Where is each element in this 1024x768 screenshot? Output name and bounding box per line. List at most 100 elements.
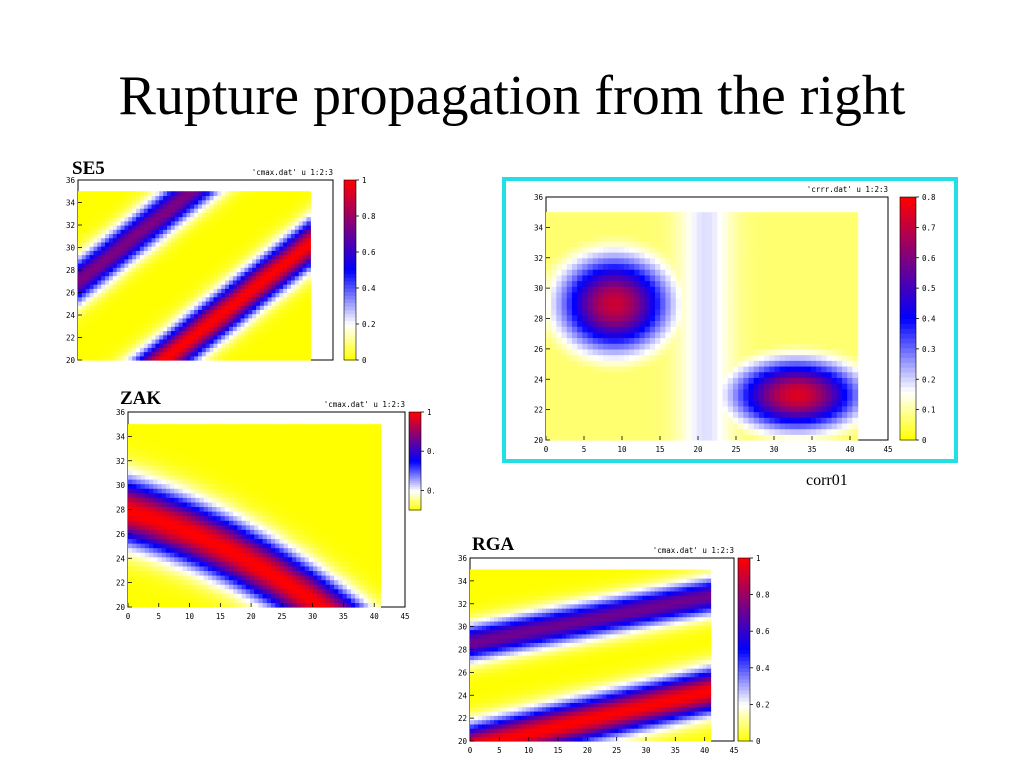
se5-cell: [163, 292, 168, 298]
zak-colorbar-seg: [409, 457, 421, 460]
se5-cell: [182, 271, 188, 277]
se5-cell: [229, 334, 234, 340]
zak-cell: [212, 524, 217, 530]
se5-cell: [108, 347, 114, 353]
se5-colorbar-seg: [344, 262, 356, 267]
zak-cell: [245, 593, 251, 599]
zak-cell: [325, 524, 331, 530]
se5-cell: [132, 212, 137, 218]
zak-cell: [346, 506, 352, 512]
zak-cell: [170, 552, 175, 558]
zak-cell: [325, 474, 331, 480]
zak-cell: [199, 428, 205, 434]
se5-cell: [267, 199, 273, 205]
zak-colorbar-seg: [409, 508, 421, 511]
zak-colorbar-seg: [409, 449, 421, 452]
se5-cell: [97, 317, 102, 323]
se5-cell: [159, 338, 164, 344]
se5-cell: [271, 199, 277, 205]
se5-cell: [124, 292, 129, 298]
se5-cell: [248, 279, 253, 285]
zak-cell: [258, 561, 264, 567]
se5-cell: [232, 216, 238, 222]
zak-cell: [216, 570, 222, 576]
se5-cell: [290, 355, 296, 361]
se5-cell: [209, 317, 215, 323]
zak-cell: [186, 501, 192, 508]
zak-cell: [245, 561, 251, 567]
se5-cell: [155, 195, 160, 201]
se5-cell: [143, 262, 149, 268]
zak-cell: [132, 501, 138, 508]
zak-cell: [170, 433, 175, 439]
zak-cell: [371, 524, 377, 530]
zak-cell: [199, 437, 205, 444]
se5-cell: [112, 330, 118, 336]
se5-cell: [105, 279, 110, 285]
se5-cell: [205, 241, 211, 247]
se5-cell: [229, 241, 234, 247]
se5-cell: [136, 229, 141, 235]
zak-cell: [313, 442, 318, 448]
se5-cell: [232, 351, 238, 357]
zak-cell: [334, 547, 339, 553]
se5-cell: [155, 343, 160, 348]
se5-cell: [139, 313, 145, 319]
se5-cell: [229, 326, 234, 332]
zak-cell: [258, 465, 264, 471]
se5-cell: [120, 246, 126, 251]
se5-cell: [132, 203, 137, 209]
zak-cell: [296, 529, 302, 535]
se5-cell: [256, 288, 261, 294]
zak-cell: [287, 501, 293, 508]
se5-ytick-label: 36: [66, 176, 76, 185]
se5-cell: [267, 191, 273, 197]
zak-cell: [237, 561, 243, 567]
se5-cell: [136, 241, 141, 247]
se5-cell: [143, 326, 149, 332]
se5-cell: [306, 246, 311, 251]
zak-cell: [350, 552, 356, 558]
se5-cell: [132, 225, 137, 230]
zak-cell: [245, 565, 251, 572]
se5-cell: [97, 309, 102, 315]
se5-cell: [209, 292, 215, 298]
se5-cell: [198, 296, 203, 302]
zak-cell: [165, 451, 171, 457]
se5-cell: [236, 330, 242, 336]
zak-cell: [144, 442, 150, 448]
zak-cell: [153, 433, 159, 439]
se5-cell: [244, 355, 249, 361]
zak-colorbar-seg: [409, 506, 421, 509]
zak-cell: [161, 538, 167, 544]
se5-cell: [252, 317, 257, 323]
se5-cell: [209, 322, 215, 327]
zak-cell: [350, 561, 356, 567]
zak-cell: [157, 424, 163, 430]
se5-cell: [248, 317, 253, 323]
zak-cell: [342, 511, 348, 517]
se5-cell: [159, 300, 164, 306]
zak-cell: [367, 428, 373, 434]
se5-cell: [108, 322, 114, 327]
se5-cell: [306, 212, 311, 218]
se5-cell: [116, 326, 122, 332]
se5-cell: [259, 351, 265, 357]
se5-cell: [302, 262, 308, 268]
se5-cell: [105, 233, 110, 239]
se5-cell: [267, 296, 273, 302]
se5-cell: [259, 199, 265, 205]
se5-cell: [163, 216, 168, 222]
se5-cell: [221, 305, 226, 310]
zak-cell: [132, 552, 138, 558]
zak-cell: [237, 465, 243, 471]
se5-cell: [190, 292, 195, 298]
se5-cell: [221, 347, 226, 353]
se5-cell: [267, 233, 273, 239]
se5-cell: [81, 220, 87, 226]
se5-cell: [294, 250, 300, 256]
se5-cell: [182, 191, 188, 197]
zak-cell: [153, 424, 159, 430]
zak-cell: [304, 561, 310, 567]
zak-cell: [350, 588, 356, 594]
